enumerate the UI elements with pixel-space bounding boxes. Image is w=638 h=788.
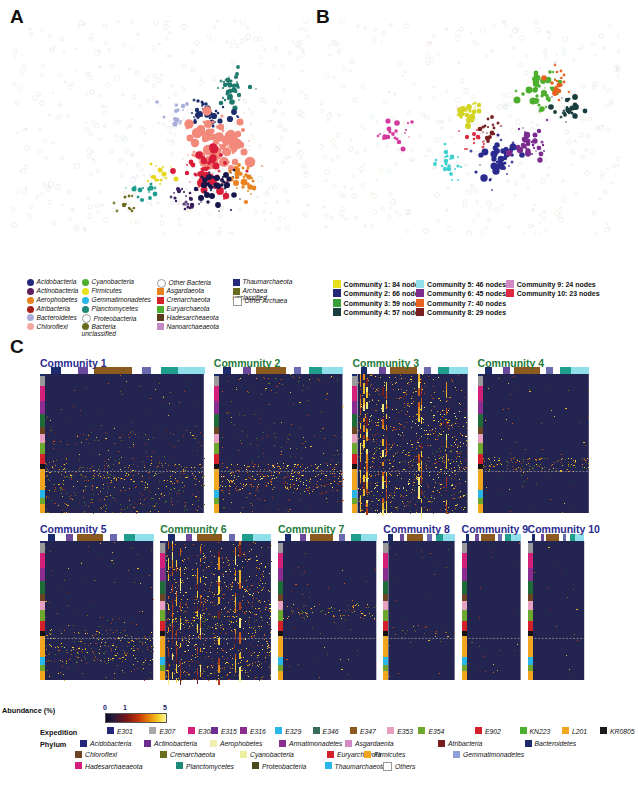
svg-text:Community 5: Community 5 (40, 523, 107, 535)
svg-text:Community 7: Community 7 (278, 523, 345, 535)
svg-text:Community 8: Community 8 (383, 523, 450, 535)
svg-text:Community 4: Community 4 (478, 357, 545, 369)
svg-text:Community 6: Community 6 (160, 523, 227, 535)
svg-text:Community 3: Community 3 (353, 357, 420, 369)
svg-text:Community 1: Community 1 (40, 357, 107, 369)
svg-text:Community 10: Community 10 (528, 523, 601, 535)
svg-text:Community 2: Community 2 (214, 357, 281, 369)
svg-text:Community 9: Community 9 (462, 523, 529, 535)
